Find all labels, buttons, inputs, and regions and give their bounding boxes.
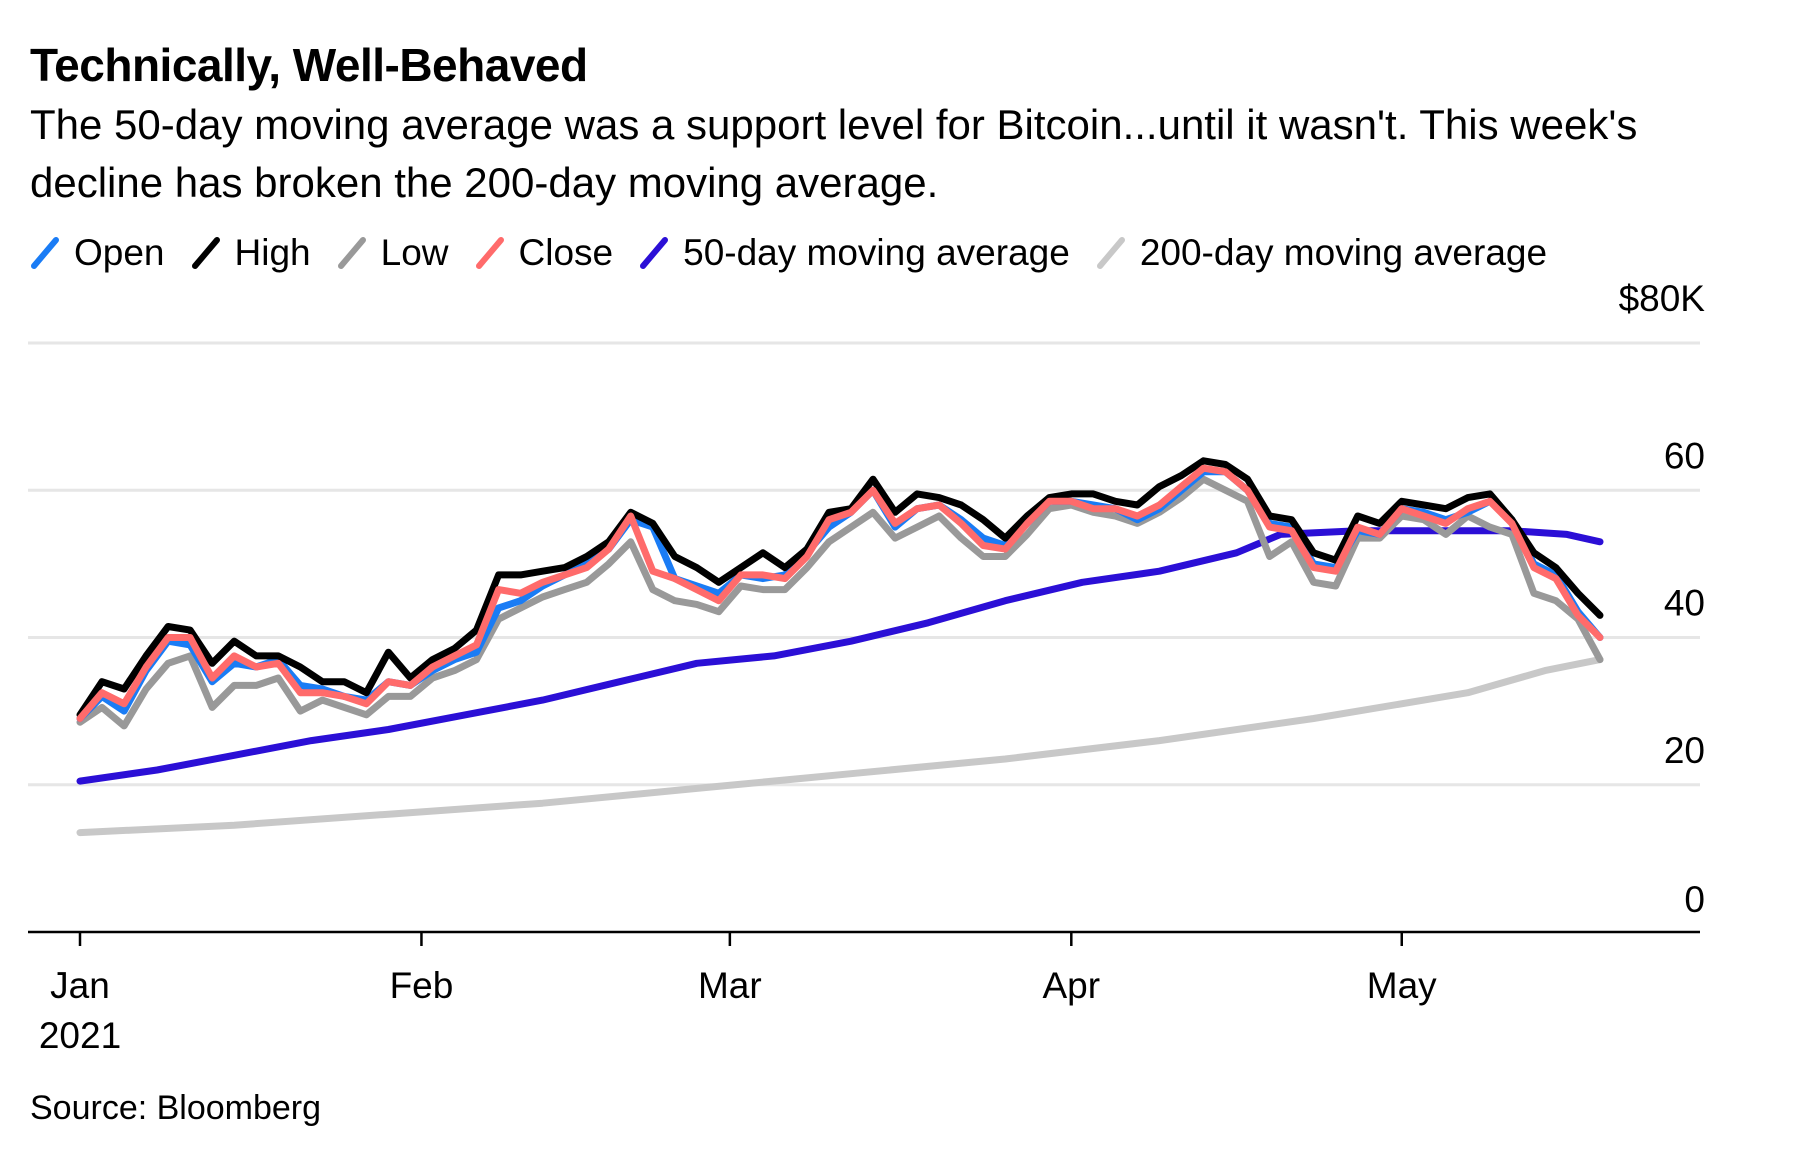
chart-subtitle: The 50-day moving average was a support …	[30, 101, 1638, 206]
source-note: Source: Bloomberg	[30, 1089, 322, 1127]
series-line-low	[76, 475, 1604, 730]
series-line-high	[76, 457, 1604, 719]
series-line-200-day-moving-average	[76, 656, 1604, 837]
y-tick-label: 60	[1664, 435, 1705, 476]
legend-item-high: High	[191, 232, 311, 274]
legend-swatch	[475, 237, 504, 269]
legend-swatch	[1096, 237, 1125, 269]
legend-swatch	[31, 237, 59, 269]
x-tick-label: Feb	[390, 965, 454, 1006]
legend-label: Low	[380, 232, 449, 273]
legend-swatch	[191, 237, 220, 269]
x-tick-label: Jan	[50, 965, 110, 1006]
legend-label: 50-day moving average	[683, 232, 1070, 273]
legend-label: Open	[74, 232, 165, 273]
legend-label: Close	[518, 232, 614, 273]
y-tick-label: $80K	[1619, 278, 1706, 319]
legend-item-200-day-moving-average: 200-day moving average	[1096, 232, 1547, 274]
legend-item-close: Close	[475, 232, 614, 274]
x-tick-label: Mar	[698, 965, 762, 1006]
legend-label: High	[234, 232, 311, 273]
series-line-close	[76, 464, 1604, 722]
x-tick-label: Apr	[1043, 965, 1101, 1006]
legend-item-50-day-moving-average: 50-day moving average	[639, 232, 1070, 274]
series-line-50-day-moving-average	[76, 527, 1604, 785]
y-tick-label: 0	[1684, 879, 1705, 920]
y-tick-label: 20	[1664, 730, 1705, 771]
y-tick-label: 40	[1664, 583, 1705, 624]
legend-item-open: Open	[30, 232, 165, 274]
chart-legend: Open High Low Close 50-day moving average 200…	[30, 232, 1573, 274]
legend-swatch	[337, 237, 366, 269]
x-tick-sublabel: 2021	[39, 1015, 121, 1056]
legend-item-low: Low	[337, 232, 449, 274]
chart-title: Technically, Well-Behaved	[30, 39, 588, 91]
legend-swatch	[640, 237, 669, 269]
x-tick-label: May	[1367, 965, 1437, 1006]
legend-label: 200-day moving average	[1139, 232, 1548, 273]
